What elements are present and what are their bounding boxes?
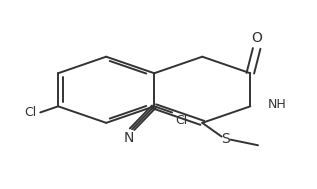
Text: Cl: Cl [24, 106, 36, 119]
Text: O: O [251, 31, 262, 45]
Text: N: N [124, 131, 134, 145]
Text: NH: NH [268, 98, 287, 111]
Text: S: S [221, 132, 230, 146]
Text: Cl: Cl [175, 114, 187, 126]
